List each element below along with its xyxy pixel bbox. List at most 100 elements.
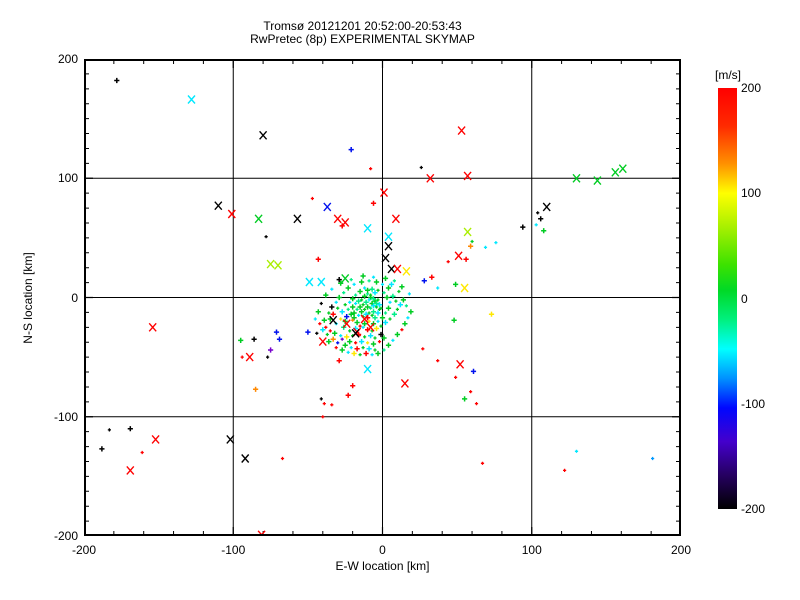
data-point [325, 332, 329, 337]
data-point [454, 251, 463, 261]
data-point [354, 346, 360, 352]
data-point [454, 375, 458, 379]
data-point [330, 287, 334, 291]
data-point [372, 315, 378, 321]
data-point [357, 313, 361, 317]
data-point [318, 322, 322, 326]
data-point [429, 274, 435, 280]
data-point [349, 278, 353, 282]
data-point [352, 282, 356, 286]
data-point [363, 299, 369, 305]
data-point [354, 301, 358, 306]
data-point [339, 347, 345, 353]
data-point [318, 337, 327, 347]
data-point [354, 319, 360, 326]
data-point [305, 277, 314, 287]
data-point [373, 325, 380, 332]
data-point [363, 364, 372, 374]
data-point [350, 296, 356, 302]
data-point [457, 126, 466, 136]
data-point [375, 310, 381, 316]
data-point [474, 402, 479, 406]
data-point [293, 214, 302, 224]
data-point [358, 353, 362, 357]
data-point [384, 241, 393, 251]
data-point [323, 202, 332, 212]
data-point [379, 306, 383, 310]
data-point [388, 281, 395, 287]
data-point [329, 304, 335, 310]
data-point [264, 235, 268, 239]
data-point [240, 355, 244, 359]
data-point [574, 449, 579, 453]
data-point [259, 130, 268, 140]
data-point [541, 228, 547, 234]
data-point [483, 245, 488, 249]
data-point [480, 461, 485, 465]
data-point [534, 223, 538, 227]
data-point [107, 428, 111, 432]
data-point [305, 329, 311, 335]
data-point [359, 279, 365, 285]
colorbar-gradient [718, 88, 737, 509]
plot-frame [84, 59, 681, 536]
data-point [348, 311, 354, 317]
data-point [593, 176, 602, 186]
data-point [384, 294, 390, 301]
data-point [380, 282, 385, 286]
x-tick-label: 0 [379, 543, 386, 557]
data-point [436, 359, 440, 363]
data-point [339, 317, 343, 321]
data-point [351, 328, 360, 338]
data-point [379, 188, 389, 198]
data-point [363, 311, 369, 317]
data-point [456, 359, 465, 369]
data-point [618, 164, 627, 174]
data-point [346, 307, 350, 311]
data-point [397, 289, 401, 294]
data-point [227, 209, 236, 219]
data-point [151, 434, 160, 444]
data-point [336, 341, 340, 345]
data-point [214, 201, 223, 211]
data-point [127, 426, 133, 432]
data-point [140, 450, 144, 455]
data-point [363, 223, 372, 233]
data-point [382, 348, 386, 352]
data-point [470, 368, 477, 374]
data-point [366, 322, 375, 332]
data-point [340, 337, 344, 341]
data-point [373, 300, 380, 307]
data-point [542, 202, 551, 212]
data-point [611, 167, 620, 177]
data-point [350, 304, 356, 310]
data-point [238, 337, 244, 343]
data-point [363, 307, 367, 311]
data-point [321, 415, 325, 419]
data-point [370, 296, 377, 302]
data-point [333, 214, 342, 224]
data-point [370, 353, 374, 357]
data-point [334, 300, 338, 304]
data-point [421, 278, 427, 284]
colorbar-tick-label: -100 [741, 396, 766, 411]
data-point [241, 454, 250, 463]
data-point [382, 291, 386, 295]
data-point [393, 264, 402, 274]
y-tick-label: -100 [53, 409, 78, 424]
data-point [468, 243, 474, 249]
data-point [369, 167, 373, 171]
data-point [392, 279, 396, 283]
data-point [402, 266, 411, 276]
data-point [378, 331, 384, 338]
y-tick-label: 0 [71, 290, 78, 305]
data-point [400, 378, 409, 388]
data-point [355, 307, 359, 311]
data-point [344, 314, 350, 320]
data-point [381, 253, 390, 263]
data-point [346, 350, 350, 354]
data-point [446, 260, 450, 264]
data-point [399, 284, 405, 290]
data-point [313, 317, 317, 321]
data-point [426, 173, 435, 183]
